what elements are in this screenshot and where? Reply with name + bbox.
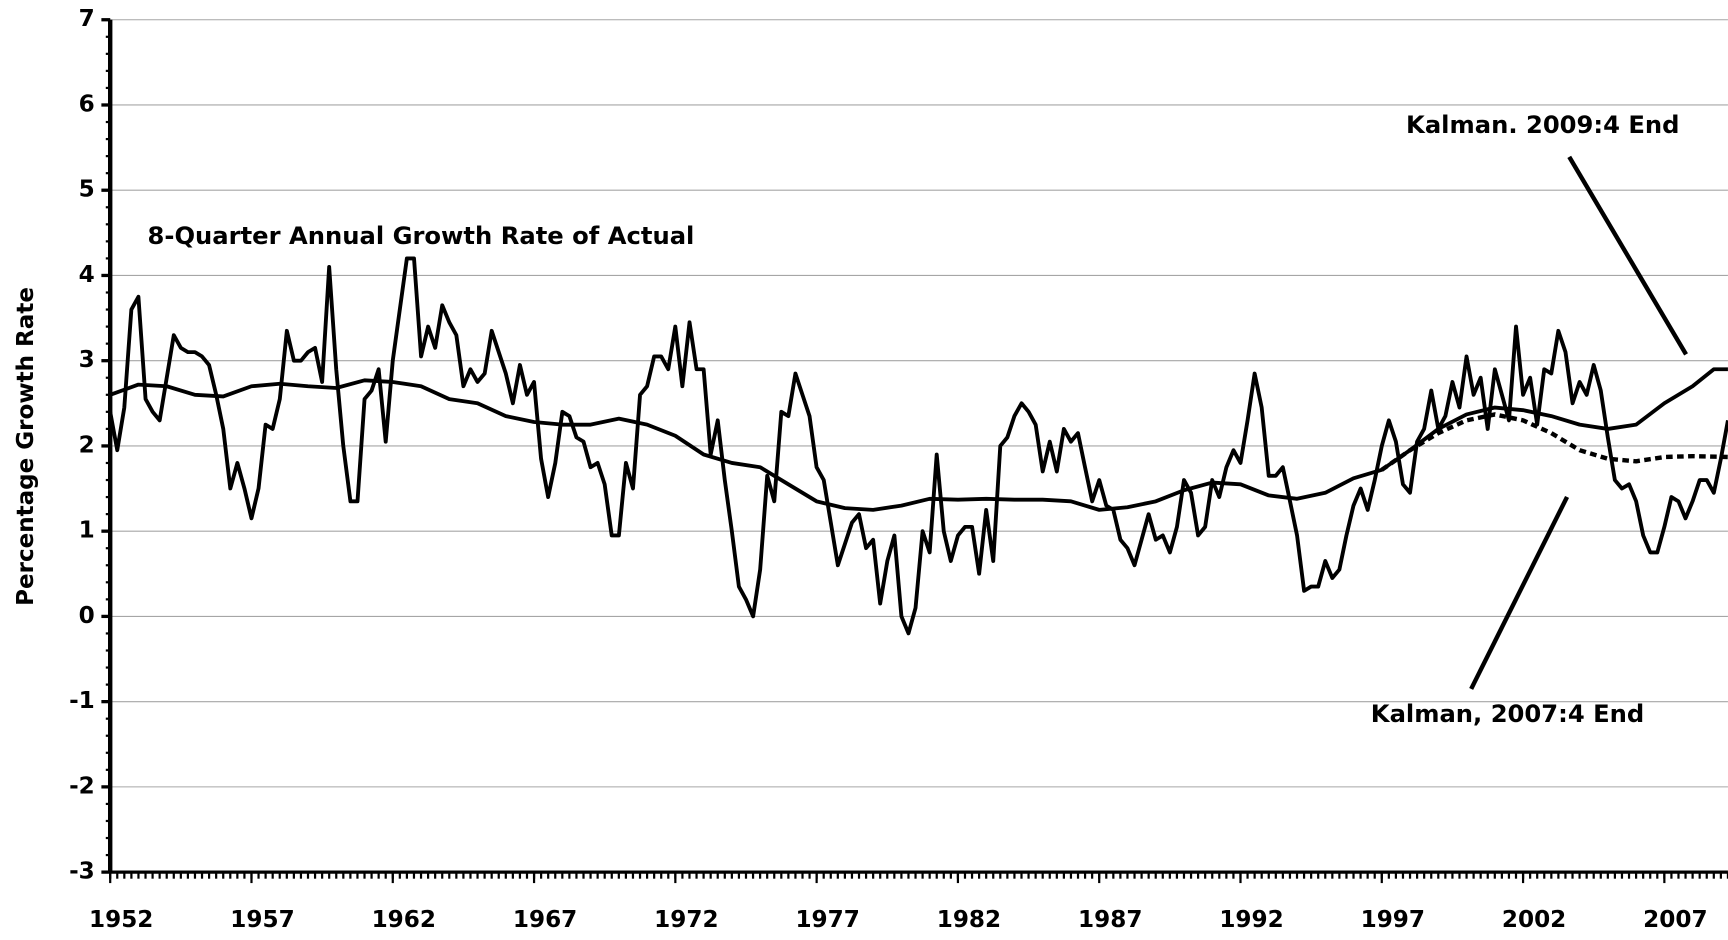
x-tick-label: 2002: [1502, 907, 1566, 933]
y-axis-title: Percentage Growth Rate: [13, 287, 39, 606]
x-tick-label: 1952: [89, 907, 153, 933]
y-tick-label: 6: [79, 92, 95, 118]
x-tick-label: 1957: [230, 907, 294, 933]
x-tick-label: 1972: [654, 907, 718, 933]
x-tick-label: 1997: [1361, 907, 1425, 933]
y-tick-label: 4: [79, 262, 95, 288]
series-line: [1380, 412, 1728, 472]
y-tick-label: 0: [79, 603, 95, 629]
x-tick-label: 1992: [1219, 907, 1283, 933]
y-tick-label: -2: [69, 773, 95, 799]
y-tick-label: 3: [79, 347, 95, 373]
series-line: [109, 367, 1728, 512]
plot-area: -3 -2 -1 0 1 2 3 4 5 6 7 1952 1957 1962 1967 1972 1977 19…: [13, 6, 1728, 933]
annotation-leader: [1567, 155, 1688, 356]
y-tick-label: -1: [69, 688, 95, 714]
y-tick-label: 1: [79, 518, 95, 544]
y-tick-label: -3: [69, 859, 95, 885]
x-tick-label: 1982: [937, 907, 1001, 933]
series-line: [108, 256, 1728, 636]
x-tick-label: 1962: [372, 907, 436, 933]
x-tick-label: 1967: [513, 907, 577, 933]
annotation: Kalman. 2009:4 End: [1406, 111, 1679, 139]
y-tick-label: 7: [79, 6, 95, 32]
x-tick-label: 2007: [1643, 907, 1707, 933]
y-tick-label: 5: [79, 177, 95, 203]
x-tick-label: 1977: [795, 907, 859, 933]
annotation-leader: [1469, 495, 1570, 690]
annotation: 8-Quarter Annual Growth Rate of Actual: [148, 222, 695, 250]
annotation: Kalman, 2007:4 End: [1371, 700, 1644, 728]
y-tick-label: 2: [79, 432, 95, 458]
x-tick-label: 1987: [1078, 907, 1142, 933]
